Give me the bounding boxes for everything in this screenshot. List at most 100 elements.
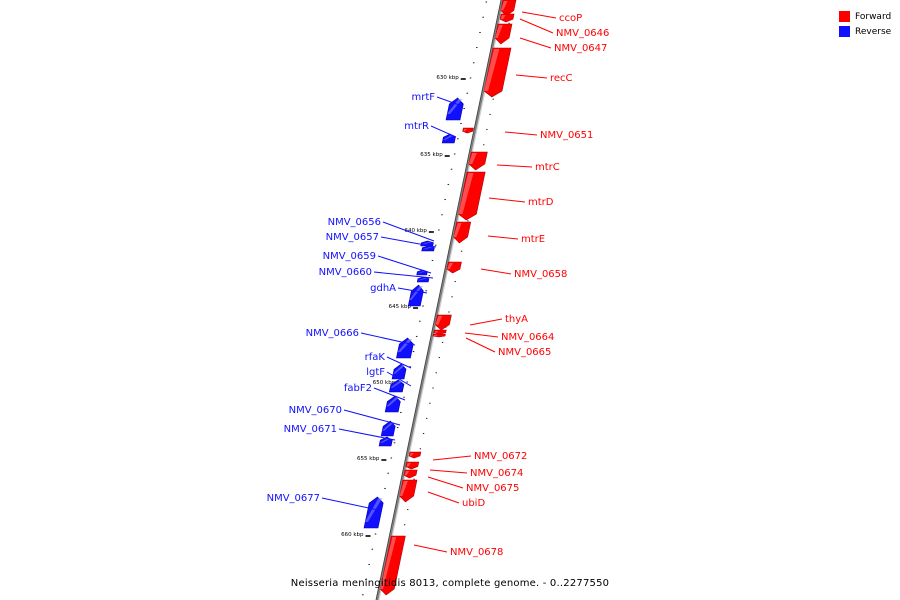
gene-connector xyxy=(386,371,412,387)
gene-connector xyxy=(360,332,416,346)
axis-tick-label: 640 kbp xyxy=(404,228,427,234)
gene-connector xyxy=(521,11,557,19)
gene-label[interactable]: NMV_0665 xyxy=(498,347,551,358)
gene-highlight xyxy=(393,365,406,374)
gene-connector xyxy=(430,125,457,138)
gene-label[interactable]: thyA xyxy=(505,314,528,325)
gene-nmv-0665[interactable] xyxy=(432,333,446,338)
gene-fabf2[interactable] xyxy=(384,395,401,413)
gene-label[interactable]: NMV_0678 xyxy=(450,547,503,558)
gene-nmv-0659[interactable] xyxy=(416,269,428,276)
gene-connector xyxy=(515,74,548,79)
gene-highlight xyxy=(421,242,432,245)
gene-label[interactable]: NMV_0672 xyxy=(474,451,527,462)
gene-label[interactable]: fabF2 xyxy=(344,383,372,394)
gene-highlight xyxy=(365,498,383,522)
gene-label[interactable]: NMV_0660 xyxy=(319,267,372,278)
gene-highlight xyxy=(406,463,411,467)
gene-label[interactable]: NMV_0646 xyxy=(556,28,609,39)
gene-label[interactable]: NMV_0651 xyxy=(540,130,593,141)
gene-connector xyxy=(413,544,448,553)
gene-gdha[interactable] xyxy=(407,284,424,307)
gene-label[interactable]: NMV_0659 xyxy=(323,251,376,262)
axis-shadow xyxy=(377,0,505,600)
gene-connector xyxy=(469,318,503,326)
forward-swatch xyxy=(839,11,850,22)
gene-highlight xyxy=(468,153,477,164)
gene-nmv-0670[interactable] xyxy=(380,420,396,437)
axis-line xyxy=(375,0,504,600)
gene-label[interactable]: NMV_0674 xyxy=(470,468,523,479)
gene-label[interactable]: NMV_0664 xyxy=(501,332,554,343)
gene-highlight xyxy=(447,263,453,270)
gene-connector xyxy=(377,255,432,274)
legend-forward-label: Forward xyxy=(855,11,892,22)
gene-label[interactable]: mrtF xyxy=(411,92,435,103)
gene-highlight xyxy=(500,15,506,20)
gene-connector xyxy=(432,455,472,461)
gene-mrtf[interactable] xyxy=(445,97,464,121)
gene-highlight xyxy=(399,481,408,496)
axis-tick-label: 650 kbp xyxy=(373,380,396,386)
gene-track xyxy=(363,0,517,596)
gene-connector xyxy=(487,235,519,240)
gene-label[interactable]: lgtF xyxy=(366,367,385,378)
gene-connector xyxy=(465,337,496,353)
gene-connector xyxy=(480,268,512,275)
gene-connector xyxy=(436,96,463,107)
gene-label[interactable]: ubiD xyxy=(462,498,485,509)
genome-caption: Neisseria meningitidis 8013, complete ge… xyxy=(290,578,610,589)
gene-label[interactable]: NMV_0647 xyxy=(554,43,607,54)
legend-reverse-label: Reverse xyxy=(855,26,892,37)
gene-highlight xyxy=(458,173,474,214)
gene-highlight xyxy=(443,135,455,140)
gene-connector xyxy=(519,37,552,49)
gene-label[interactable]: mtrR xyxy=(404,121,429,132)
gene-label[interactable]: NMV_0656 xyxy=(328,217,381,228)
gene-connector xyxy=(429,469,468,474)
gene-connector xyxy=(464,332,499,338)
gene-highlight xyxy=(417,271,427,274)
gene-connector xyxy=(373,271,434,279)
gene-highlight xyxy=(500,1,508,11)
gene-highlight xyxy=(409,286,423,300)
gene-label[interactable]: gdhA xyxy=(370,283,396,294)
gene-connector xyxy=(427,491,460,504)
genome-axis: 630 kbp 635 kbp 640 kbp 645 kbp 650 kbp 655 k… xyxy=(341,0,513,600)
gene-connector xyxy=(488,197,526,203)
gene-label[interactable]: NMV_0677 xyxy=(267,493,320,504)
gene-label[interactable]: mtrC xyxy=(535,162,560,173)
gene-connector xyxy=(386,356,412,369)
legend-reverse: Reverse xyxy=(839,24,891,39)
gene-label[interactable]: NMV_0657 xyxy=(326,232,379,243)
gene-nmv-0666[interactable] xyxy=(396,337,414,359)
gene-label[interactable]: NMV_0670 xyxy=(289,405,342,416)
gene-connector xyxy=(321,497,379,511)
gene-label[interactable]: rfaK xyxy=(365,352,386,363)
gene-highlight xyxy=(386,397,400,407)
gene-highlight xyxy=(418,278,428,281)
reverse-swatch xyxy=(839,26,850,37)
gene-connector xyxy=(504,131,538,136)
legend-forward: Forward xyxy=(839,9,891,24)
axis-edge xyxy=(375,0,502,600)
gene-highlight xyxy=(483,49,500,91)
gene-highlight xyxy=(422,247,433,250)
gene-highlight xyxy=(435,316,443,325)
gene-label[interactable]: NMV_0675 xyxy=(466,483,519,494)
gene-label[interactable]: NMV_0671 xyxy=(284,424,337,435)
gene-label[interactable]: mtrD xyxy=(528,197,554,208)
gene-connector xyxy=(519,18,554,34)
gene-label[interactable]: mtrE xyxy=(521,234,545,245)
gene-connector xyxy=(343,409,401,426)
gene-label[interactable]: ccoP xyxy=(559,13,582,24)
gene-rfak[interactable] xyxy=(391,363,407,380)
gene-highlight xyxy=(433,335,438,336)
gene-label[interactable]: NMV_0658 xyxy=(514,269,567,280)
strand-legend: Forward Reverse xyxy=(839,9,891,39)
gene-label[interactable]: NMV_0666 xyxy=(306,328,359,339)
gene-label[interactable]: recC xyxy=(550,73,573,84)
gene-lgtf[interactable] xyxy=(388,379,405,393)
gene-highlight xyxy=(404,471,410,476)
